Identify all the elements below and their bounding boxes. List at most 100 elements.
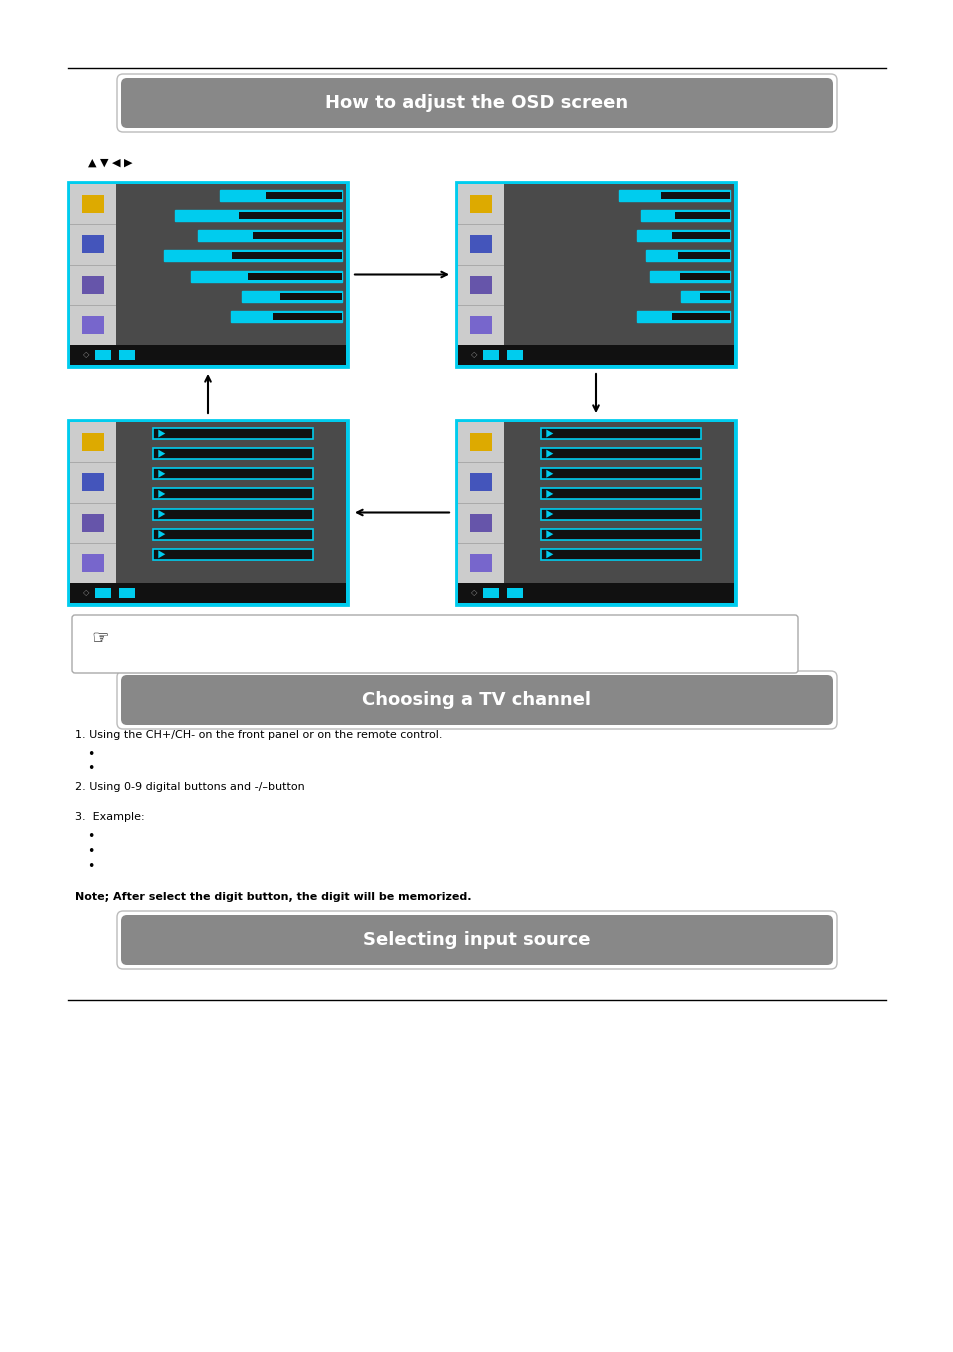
Bar bbox=[507, 588, 523, 598]
Bar bbox=[95, 350, 112, 360]
Bar bbox=[640, 210, 729, 222]
Bar bbox=[153, 549, 313, 560]
Bar bbox=[483, 350, 498, 360]
Bar bbox=[540, 488, 700, 499]
Bar bbox=[253, 233, 341, 239]
Text: ☞: ☞ bbox=[91, 629, 109, 649]
Bar bbox=[679, 273, 729, 280]
Bar bbox=[660, 192, 729, 199]
Bar bbox=[540, 549, 700, 560]
Polygon shape bbox=[158, 430, 165, 438]
Bar bbox=[456, 183, 735, 366]
Polygon shape bbox=[158, 489, 165, 498]
FancyBboxPatch shape bbox=[121, 78, 832, 128]
Bar bbox=[70, 422, 116, 603]
Polygon shape bbox=[546, 510, 553, 518]
Bar bbox=[470, 235, 492, 253]
Bar bbox=[95, 588, 112, 598]
Polygon shape bbox=[546, 450, 553, 457]
Text: 2. Using 0-9 digital buttons and -/–button: 2. Using 0-9 digital buttons and -/–butt… bbox=[75, 781, 304, 792]
Bar bbox=[470, 316, 492, 334]
Text: ▲ ▼ ◀ ▶: ▲ ▼ ◀ ▶ bbox=[88, 158, 132, 168]
Bar bbox=[238, 212, 341, 219]
Bar bbox=[618, 191, 729, 201]
Bar bbox=[116, 422, 346, 583]
Bar bbox=[153, 448, 313, 460]
Bar bbox=[280, 292, 341, 300]
Text: •: • bbox=[87, 763, 94, 775]
Text: Selecting input source: Selecting input source bbox=[363, 932, 590, 949]
FancyBboxPatch shape bbox=[117, 911, 836, 969]
Polygon shape bbox=[158, 510, 165, 518]
Bar bbox=[540, 448, 700, 460]
Bar bbox=[68, 183, 348, 366]
Text: •: • bbox=[87, 830, 94, 844]
Bar bbox=[153, 429, 313, 439]
Bar bbox=[82, 276, 104, 293]
Bar bbox=[119, 350, 135, 360]
Bar bbox=[483, 588, 498, 598]
Text: 3.  Example:: 3. Example: bbox=[75, 813, 145, 822]
Text: Choosing a TV channel: Choosing a TV channel bbox=[362, 691, 591, 708]
Text: •: • bbox=[87, 748, 94, 761]
FancyBboxPatch shape bbox=[117, 74, 836, 132]
Bar bbox=[242, 291, 341, 301]
Bar bbox=[153, 529, 313, 539]
Text: ◇: ◇ bbox=[471, 350, 476, 360]
Bar bbox=[231, 311, 341, 322]
Bar bbox=[175, 210, 341, 222]
Bar bbox=[70, 345, 346, 365]
Bar bbox=[82, 316, 104, 334]
Text: •: • bbox=[87, 845, 94, 859]
Text: ◇: ◇ bbox=[83, 588, 90, 598]
Bar bbox=[699, 292, 729, 300]
Bar bbox=[470, 195, 492, 214]
Text: •: • bbox=[87, 860, 94, 873]
Bar bbox=[636, 230, 729, 241]
Bar bbox=[70, 583, 346, 603]
Bar bbox=[164, 250, 341, 261]
Bar bbox=[248, 273, 341, 280]
Bar bbox=[649, 270, 729, 281]
Bar bbox=[232, 253, 341, 260]
Bar bbox=[457, 345, 733, 365]
FancyBboxPatch shape bbox=[121, 915, 832, 965]
Bar bbox=[457, 422, 503, 603]
Polygon shape bbox=[546, 550, 553, 558]
Bar bbox=[672, 233, 729, 239]
Bar bbox=[540, 508, 700, 519]
Polygon shape bbox=[546, 489, 553, 498]
Bar bbox=[82, 433, 104, 452]
FancyBboxPatch shape bbox=[71, 615, 797, 673]
Bar bbox=[503, 184, 733, 345]
Bar bbox=[680, 291, 729, 301]
Bar bbox=[457, 184, 503, 365]
Bar bbox=[470, 554, 492, 572]
Bar bbox=[470, 276, 492, 293]
Bar bbox=[457, 583, 733, 603]
Bar bbox=[540, 529, 700, 539]
Bar bbox=[70, 184, 116, 365]
Bar bbox=[507, 350, 523, 360]
Bar bbox=[82, 554, 104, 572]
Text: ◇: ◇ bbox=[83, 350, 90, 360]
Text: Note; After select the digit button, the digit will be memorized.: Note; After select the digit button, the… bbox=[75, 892, 471, 902]
Bar bbox=[645, 250, 729, 261]
Bar bbox=[273, 312, 341, 320]
Bar bbox=[470, 473, 492, 491]
Bar bbox=[540, 468, 700, 479]
Bar bbox=[677, 253, 729, 260]
Bar bbox=[153, 508, 313, 519]
Bar bbox=[636, 311, 729, 322]
Text: 1. Using the CH+/CH- on the front panel or on the remote control.: 1. Using the CH+/CH- on the front panel … bbox=[75, 730, 442, 740]
Bar bbox=[116, 184, 346, 345]
Polygon shape bbox=[158, 550, 165, 558]
Bar bbox=[266, 192, 341, 199]
Bar bbox=[672, 312, 729, 320]
Bar bbox=[119, 588, 135, 598]
Bar bbox=[456, 420, 735, 604]
Text: How to adjust the OSD screen: How to adjust the OSD screen bbox=[325, 95, 628, 112]
Bar bbox=[153, 468, 313, 479]
FancyBboxPatch shape bbox=[117, 671, 836, 729]
Bar bbox=[470, 514, 492, 531]
